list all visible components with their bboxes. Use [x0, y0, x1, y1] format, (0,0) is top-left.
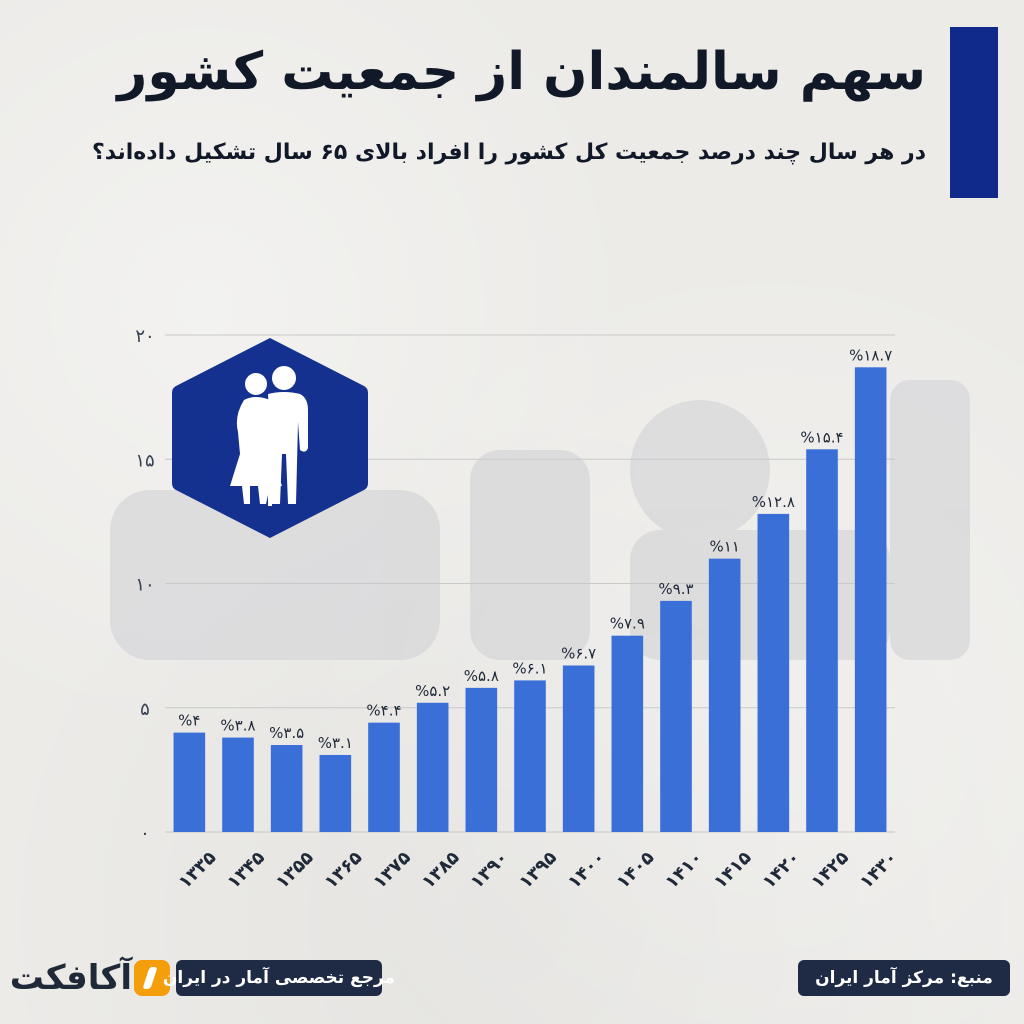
x-tick-label: ۱۴۰۵: [612, 847, 658, 893]
source-badge: منبع: مرکز آمار ایران: [798, 960, 1010, 996]
bar-12: [708, 558, 741, 832]
data-label: %۴.۴: [366, 702, 401, 720]
bar-6: [416, 702, 449, 832]
data-label: %۵.۲: [415, 682, 450, 700]
x-tick-label: ۱۴۲۵: [807, 847, 853, 893]
data-label: %۳.۱: [318, 734, 353, 752]
x-tick-label: ۱۳۹۵: [515, 847, 561, 893]
bar-7: [465, 687, 498, 832]
tagline-badge: مرجع تخصصی آمار در ایران: [163, 960, 395, 996]
x-tick-label: ۱۳۸۵: [418, 847, 464, 893]
brand-logo-text: آکافکت: [9, 958, 132, 998]
x-tick-label: ۱۴۲۰: [758, 847, 804, 893]
x-tick-label: ۱۴۱۵: [710, 847, 756, 893]
y-tick-label: ۵: [140, 699, 150, 720]
brand-logo-icon: [134, 960, 170, 996]
data-label: %۷.۹: [610, 615, 645, 633]
y-tick-label: ۱۵: [135, 450, 154, 471]
elderly-couple-icon: [172, 338, 368, 538]
bar-3: [270, 745, 303, 832]
data-label: %۶.۱: [512, 659, 547, 677]
bar-13: [757, 513, 790, 832]
data-label: %۱۵.۴: [800, 428, 843, 446]
bar-5: [368, 722, 400, 832]
bar-1: [173, 732, 206, 832]
bar-8: [514, 680, 546, 832]
x-tick-label: ۱۴۳۰: [856, 847, 902, 893]
data-label: %۱۸.۷: [849, 346, 892, 364]
y-tick-label: ۱۰: [135, 575, 154, 596]
x-tick-label: ۱۴۰۰: [564, 847, 610, 893]
data-label: %۳.۸: [220, 717, 255, 735]
watermark-logo: [110, 380, 970, 660]
data-label: %۱۲.۸: [752, 493, 795, 511]
y-tick-label: ۲۰: [135, 326, 154, 347]
data-label: %۴: [178, 712, 200, 730]
bar-2: [222, 737, 254, 832]
data-label: %۶.۷: [561, 645, 596, 663]
data-label: %۳.۵: [269, 724, 304, 742]
x-tick-label: ۱۳۴۵: [223, 847, 269, 893]
x-tick-label: ۱۳۳۵: [174, 847, 220, 893]
header-accent-bar: [950, 27, 998, 198]
page-subtitle: در هر سال چند درصد جمعیت کل کشور را افرا…: [92, 140, 926, 165]
bar-14: [806, 449, 838, 832]
bar-9: [562, 665, 595, 832]
bar-4: [319, 754, 352, 832]
bar-10: [611, 635, 644, 832]
page-title: سهم سالمندان از جمعیت کشور: [117, 42, 926, 102]
data-label: %۹.۳: [658, 580, 693, 598]
x-tick-label: ۱۳۶۵: [320, 847, 366, 893]
bar-15: [854, 367, 887, 832]
x-tick-label: ۱۴۱۰: [661, 847, 707, 893]
x-tick-label: ۱۳۷۵: [369, 847, 415, 893]
data-label: %۱۱: [709, 538, 739, 556]
x-tick-label: ۱۳۵۵: [272, 847, 318, 893]
chart-bars: [173, 367, 887, 832]
x-tick-label: ۱۳۹۰: [466, 847, 512, 893]
y-tick-label: ۰: [140, 823, 150, 844]
bar-11: [660, 600, 692, 832]
data-label: %۵.۸: [464, 667, 499, 685]
